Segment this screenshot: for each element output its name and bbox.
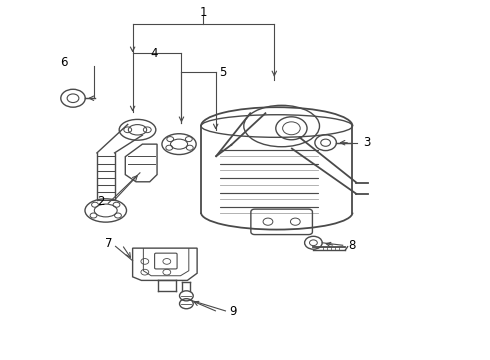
Text: 6: 6 [60,56,68,69]
Text: 1: 1 [200,6,207,19]
Text: 3: 3 [364,136,371,149]
Text: 4: 4 [151,46,158,59]
Text: 9: 9 [229,306,237,319]
Text: 2: 2 [97,195,104,208]
Text: 5: 5 [220,66,227,79]
Text: 7: 7 [105,237,113,250]
Text: 8: 8 [348,239,355,252]
